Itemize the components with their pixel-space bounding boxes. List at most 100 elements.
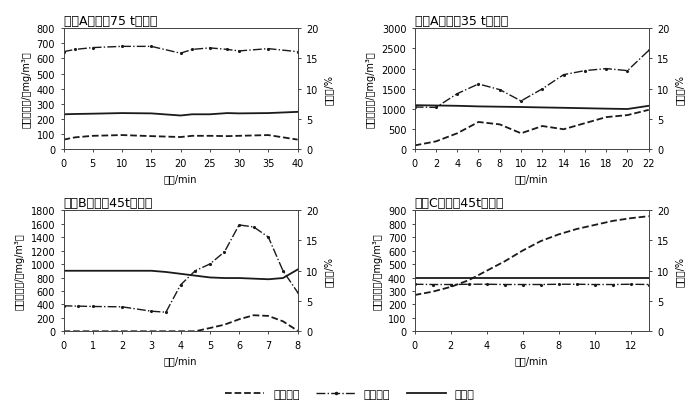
- 含氧量: [626, 276, 635, 281]
- 二氧化硫: [591, 223, 599, 228]
- 含氧量: [118, 269, 126, 274]
- Text: 糖厂A数据（35 t锅炉）: 糖厂A数据（35 t锅炉）: [414, 15, 508, 28]
- 含氧量: [89, 112, 97, 117]
- 含氧量: [249, 276, 258, 281]
- 二氧化硫: [264, 314, 272, 319]
- 一氧化碳: [645, 49, 653, 54]
- 一氧化碳: [71, 48, 79, 53]
- 含氧量: [517, 105, 525, 110]
- 二氧化硫: [465, 278, 473, 283]
- 含氧量: [410, 276, 419, 281]
- 二氧化硫: [645, 108, 653, 113]
- 含氧量: [191, 274, 200, 279]
- 一氧化碳: [235, 223, 244, 228]
- 二氧化硫: [162, 329, 170, 334]
- 一氧化碳: [293, 50, 302, 55]
- 含氧量: [206, 275, 214, 280]
- 二氧化硫: [206, 134, 214, 139]
- 含氧量: [60, 112, 68, 117]
- 二氧化硫: [482, 269, 491, 274]
- Line: 含氧量: 含氧量: [64, 270, 298, 280]
- 一氧化碳: [60, 303, 68, 308]
- 二氧化硫: [519, 249, 527, 254]
- 二氧化硫: [176, 329, 185, 334]
- 含氧量: [432, 104, 440, 109]
- 一氧化碳: [89, 304, 97, 309]
- Y-axis label: 污染物浓度/（mg/m³）: 污染物浓度/（mg/m³）: [372, 233, 382, 309]
- 一氧化碳: [235, 49, 244, 54]
- 一氧化碳: [279, 269, 287, 274]
- 含氧量: [176, 272, 185, 276]
- 二氧化硫: [118, 329, 126, 334]
- 二氧化硫: [573, 227, 581, 232]
- Line: 二氧化硫: 二氧化硫: [414, 110, 649, 146]
- 一氧化碳: [264, 47, 272, 52]
- 二氧化硫: [475, 120, 483, 125]
- 二氧化硫: [602, 115, 610, 120]
- 二氧化硫: [264, 133, 272, 138]
- 含氧量: [293, 110, 302, 115]
- 含氧量: [176, 114, 185, 119]
- 含氧量: [235, 276, 244, 281]
- 一氧化碳: [538, 87, 547, 92]
- 二氧化硫: [71, 135, 79, 140]
- Line: 含氧量: 含氧量: [64, 112, 298, 116]
- 二氧化硫: [645, 214, 653, 219]
- 含氧量: [482, 276, 491, 281]
- Line: 二氧化硫: 二氧化硫: [64, 315, 298, 331]
- 二氧化硫: [608, 219, 617, 224]
- 二氧化硫: [206, 326, 214, 331]
- 含氧量: [60, 269, 68, 274]
- 二氧化硫: [626, 216, 635, 221]
- 含氧量: [519, 276, 527, 281]
- Y-axis label: 含氧量/%: 含氧量/%: [324, 74, 334, 105]
- 含氧量: [188, 112, 197, 117]
- 二氧化硫: [453, 132, 461, 137]
- X-axis label: 时间/min: 时间/min: [164, 174, 197, 184]
- 二氧化硫: [147, 329, 155, 334]
- 含氧量: [536, 276, 545, 281]
- 含氧量: [147, 112, 155, 117]
- Line: 含氧量: 含氧量: [414, 106, 649, 110]
- 一氧化碳: [220, 250, 229, 255]
- 一氧化碳: [118, 45, 126, 50]
- 二氧化硫: [118, 133, 126, 138]
- 含氧量: [645, 276, 653, 281]
- 含氧量: [559, 106, 568, 111]
- 含氧量: [279, 276, 287, 281]
- 二氧化硫: [554, 232, 563, 237]
- 含氧量: [573, 276, 581, 281]
- 含氧量: [118, 111, 126, 116]
- 二氧化硫: [410, 144, 419, 148]
- 一氧化碳: [249, 225, 258, 230]
- 一氧化碳: [559, 73, 568, 78]
- 二氧化硫: [559, 128, 568, 133]
- 含氧量: [581, 106, 589, 111]
- Text: 糖厂B数据（45t锅炉）: 糖厂B数据（45t锅炉）: [64, 196, 153, 209]
- 含氧量: [623, 107, 631, 112]
- 二氧化硫: [623, 113, 631, 118]
- 含氧量: [453, 104, 461, 109]
- 一氧化碳: [517, 99, 525, 104]
- 一氧化碳: [188, 48, 197, 53]
- 含氧量: [264, 111, 272, 116]
- 一氧化碳: [118, 305, 126, 310]
- 含氧量: [465, 276, 473, 281]
- 一氧化碳: [206, 46, 214, 51]
- 二氧化硫: [581, 121, 589, 126]
- Line: 一氧化碳: 一氧化碳: [62, 224, 300, 314]
- 含氧量: [264, 277, 272, 282]
- 一氧化碳: [428, 282, 437, 287]
- 二氧化硫: [249, 313, 258, 318]
- 一氧化碳: [453, 92, 461, 97]
- 二氧化硫: [223, 134, 232, 139]
- 二氧化硫: [293, 328, 302, 333]
- Text: 糖厂C数据（45t锅炉）: 糖厂C数据（45t锅炉）: [414, 196, 504, 209]
- 二氧化硫: [191, 329, 200, 334]
- 一氧化碳: [206, 262, 214, 267]
- 二氧化硫: [538, 124, 547, 129]
- 含氧量: [428, 276, 437, 281]
- 含氧量: [591, 276, 599, 281]
- 一氧化碳: [602, 67, 610, 72]
- Line: 二氧化硫: 二氧化硫: [414, 217, 649, 295]
